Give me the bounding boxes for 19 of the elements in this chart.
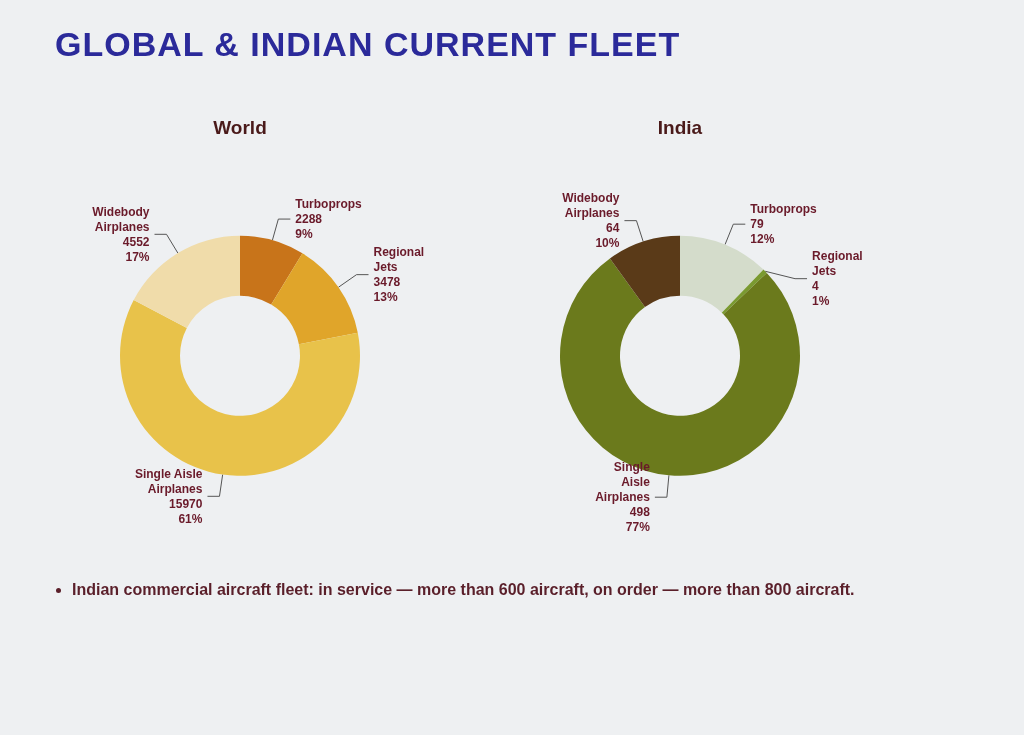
data-label: 15970 61% xyxy=(169,496,203,526)
data-label: 79 12% xyxy=(750,217,775,247)
data-label: 3478 13% xyxy=(373,275,401,305)
slice-label: Turboprops xyxy=(295,197,363,212)
chart-title: India xyxy=(657,117,703,138)
text: Indian commercial aircraft fleet: in service — more than 600 aircraft, on order — more than 800 aircraft. xyxy=(72,580,856,600)
data-label: 4 1% xyxy=(812,279,830,309)
slice-label: Single Aisle Airplanes xyxy=(134,466,203,496)
data-label: 4552 17% xyxy=(122,234,150,264)
text: GLOBAL & INDIAN CURRENT FLEET xyxy=(55,25,682,64)
chart-title: World xyxy=(213,117,267,138)
slice-label: Widebody Airplanes xyxy=(562,191,620,221)
slice-label: Regional Jets xyxy=(812,249,863,279)
data-label: 498 77% xyxy=(625,505,651,535)
slice-label: Widebody Airplanes xyxy=(92,204,150,234)
slice-label: Regional Jets xyxy=(373,245,425,275)
data-label: 64 10% xyxy=(595,221,620,251)
slice-label: Turboprops xyxy=(750,202,818,217)
data-label: 2288 9% xyxy=(295,212,323,242)
